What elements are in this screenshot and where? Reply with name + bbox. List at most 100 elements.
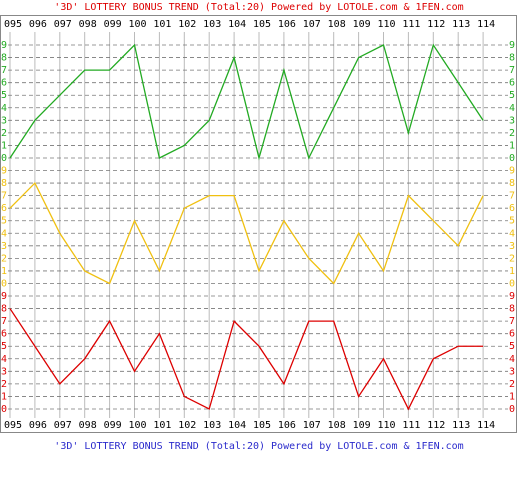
- y-tick-label: 0: [1, 153, 7, 164]
- x-tick-label: 113: [452, 420, 470, 431]
- y-tick-label: 2: [509, 253, 515, 264]
- x-tick-label: 100: [128, 19, 146, 30]
- y-tick-label: 8: [509, 178, 515, 189]
- x-tick-label: 096: [29, 19, 47, 30]
- x-tick-label: 113: [452, 19, 470, 30]
- y-tick-label: 0: [1, 279, 7, 290]
- y-tick-label: 5: [509, 90, 515, 101]
- y-tick-label: 2: [1, 253, 7, 264]
- y-tick-label: 9: [509, 40, 515, 51]
- x-tick-label: 105: [253, 19, 271, 30]
- x-tick-label: 108: [328, 19, 346, 30]
- x-tick-label: 108: [328, 420, 346, 431]
- x-tick-label: 104: [228, 420, 246, 431]
- y-tick-label: 7: [509, 65, 515, 76]
- y-tick-label: 6: [1, 203, 7, 214]
- y-tick-label: 1: [509, 266, 515, 277]
- y-tick-label: 1: [1, 391, 7, 402]
- x-tick-label: 103: [203, 420, 221, 431]
- y-tick-label: 2: [509, 379, 515, 390]
- x-tick-label: 111: [402, 19, 420, 30]
- x-tick-label: 109: [353, 420, 371, 431]
- plot-frame: [0, 15, 517, 433]
- y-tick-label: 3: [1, 241, 7, 252]
- x-tick-label: 099: [104, 420, 122, 431]
- y-tick-label: 1: [509, 391, 515, 402]
- y-tick-label: 7: [1, 316, 7, 327]
- y-tick-label: 5: [509, 341, 515, 352]
- x-tick-label: 112: [427, 19, 445, 30]
- y-tick-label: 5: [1, 90, 7, 101]
- x-tick-label: 097: [54, 19, 72, 30]
- y-tick-label: 4: [1, 103, 7, 114]
- x-tick-label: 109: [353, 19, 371, 30]
- y-tick-label: 1: [1, 266, 7, 277]
- y-tick-label: 4: [509, 103, 515, 114]
- x-tick-label: 098: [79, 19, 97, 30]
- y-tick-label: 2: [1, 128, 7, 139]
- y-tick-label: 3: [1, 366, 7, 377]
- x-tick-label: 106: [278, 420, 296, 431]
- y-tick-label: 9: [1, 40, 7, 51]
- x-tick-label: 097: [54, 420, 72, 431]
- x-tick-label: 103: [203, 19, 221, 30]
- y-tick-label: 1: [1, 140, 7, 151]
- y-tick-label: 2: [509, 128, 515, 139]
- x-tick-label: 102: [178, 19, 196, 30]
- x-tick-label: 111: [402, 420, 420, 431]
- y-tick-label: 4: [1, 228, 7, 239]
- x-tick-label: 101: [153, 420, 171, 431]
- x-tick-label: 107: [303, 420, 321, 431]
- y-tick-label: 9: [509, 166, 515, 177]
- y-tick-label: 4: [509, 354, 515, 365]
- y-tick-label: 0: [509, 279, 515, 290]
- y-tick-label: 0: [1, 404, 7, 415]
- y-tick-label: 9: [1, 291, 7, 302]
- x-tick-label: 101: [153, 19, 171, 30]
- x-tick-label: 095: [4, 420, 22, 431]
- y-tick-label: 3: [509, 366, 515, 377]
- y-tick-label: 4: [509, 228, 515, 239]
- x-tick-label: 098: [79, 420, 97, 431]
- y-tick-label: 3: [509, 241, 515, 252]
- x-tick-label: 100: [128, 420, 146, 431]
- y-tick-label: 2: [1, 379, 7, 390]
- y-tick-label: 7: [1, 65, 7, 76]
- y-tick-label: 3: [1, 115, 7, 126]
- y-tick-label: 5: [1, 341, 7, 352]
- y-tick-label: 6: [509, 329, 515, 340]
- chart-title: '3D' LOTTERY BONUS TREND (Total:20) Powe…: [54, 2, 463, 13]
- y-tick-label: 6: [509, 203, 515, 214]
- y-tick-label: 1: [509, 140, 515, 151]
- y-tick-label: 6: [509, 78, 515, 89]
- y-tick-label: 5: [1, 216, 7, 227]
- y-tick-label: 6: [1, 329, 7, 340]
- y-tick-label: 7: [509, 316, 515, 327]
- y-tick-label: 9: [509, 291, 515, 302]
- y-tick-label: 7: [1, 191, 7, 202]
- x-tick-label: 099: [104, 19, 122, 30]
- x-tick-label: 114: [477, 19, 495, 30]
- x-tick-label: 107: [303, 19, 321, 30]
- x-tick-label: 102: [178, 420, 196, 431]
- trend-line: [9, 181, 484, 285]
- y-tick-label: 0: [509, 404, 515, 415]
- y-tick-label: 3: [509, 115, 515, 126]
- y-tick-label: 9: [1, 166, 7, 177]
- x-tick-label: 105: [253, 420, 271, 431]
- y-tick-label: 6: [1, 78, 7, 89]
- y-tick-label: 8: [1, 304, 7, 315]
- x-tick-label: 106: [278, 19, 296, 30]
- x-tick-label: 096: [29, 420, 47, 431]
- x-tick-label: 110: [377, 420, 395, 431]
- y-tick-label: 8: [509, 53, 515, 64]
- y-tick-label: 8: [1, 178, 7, 189]
- y-tick-label: 0: [509, 153, 515, 164]
- x-tick-label: 095: [4, 19, 22, 30]
- chart-footer-title: '3D' LOTTERY BONUS TREND (Total:20) Powe…: [54, 441, 463, 452]
- y-tick-label: 8: [1, 53, 7, 64]
- x-tick-label: 104: [228, 19, 246, 30]
- y-tick-label: 4: [1, 354, 7, 365]
- y-tick-label: 8: [509, 304, 515, 315]
